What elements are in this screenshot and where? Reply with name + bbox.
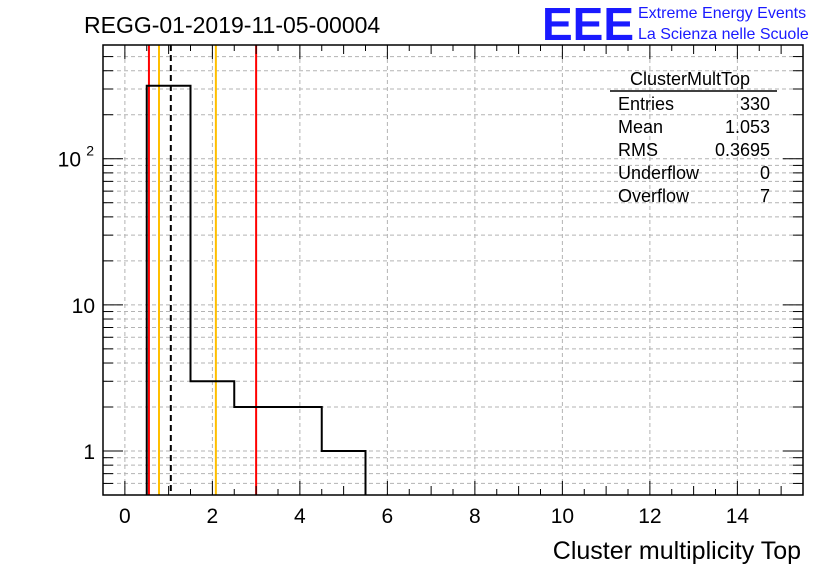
stats-value: 330 <box>740 94 770 114</box>
stats-label: Mean <box>618 117 663 137</box>
stats-label: Entries <box>618 94 674 114</box>
logo-line-1: Extreme Energy Events <box>638 5 806 22</box>
stats-name: ClusterMultTop <box>630 69 750 89</box>
histogram-outline <box>145 84 367 495</box>
eee-logo: EEE Extreme Energy Events La Scienza nel… <box>542 0 809 50</box>
x-tick-label: 0 <box>119 505 131 528</box>
y-tick-exponent: 2 <box>86 143 94 159</box>
marker-lines-layer <box>147 45 258 495</box>
histogram-layer <box>145 84 367 495</box>
eee-logo-mark: EEE <box>542 0 634 50</box>
stats-label: RMS <box>618 140 658 160</box>
y-tick-label: 10 <box>72 295 95 318</box>
stats-value: 0 <box>760 163 770 183</box>
run-title: REGG-01-2019-11-05-00004 <box>84 12 380 38</box>
x-axis-title: Cluster multiplicity Top <box>553 537 801 565</box>
x-tick-label: 12 <box>638 505 661 528</box>
plot-frame <box>102 44 804 496</box>
stats-value: 0.3695 <box>715 140 770 160</box>
stats-label: Overflow <box>618 186 690 206</box>
x-tick-label: 8 <box>469 505 481 528</box>
x-tick-label: 10 <box>551 505 574 528</box>
stats-rows: Entries 330 Mean 1.053 RMS 0.3695 Underflow 0 Ov… <box>618 94 770 206</box>
stats-label: Underflow <box>618 163 700 183</box>
stats-value: 7 <box>760 186 770 206</box>
x-tick-label: 6 <box>382 505 394 528</box>
y-tick-label: 10 <box>58 149 81 172</box>
x-tick-label: 4 <box>294 505 306 528</box>
x-tick-label: 14 <box>726 505 750 528</box>
stats-box: ClusterMultTop Entries 330 Mean 1.053 RMS 0.3… <box>610 69 777 206</box>
stats-value: 1.053 <box>725 117 770 137</box>
y-tick-label: 1 <box>83 441 95 464</box>
x-tick-label: 2 <box>207 505 219 528</box>
grid-layer <box>103 44 803 496</box>
logo-line-2: La Scienza nelle Scuole <box>638 26 809 43</box>
axis-ticks-layer: 0 2 4 6 8 10 12 14 1 10 10 2 <box>58 44 804 528</box>
